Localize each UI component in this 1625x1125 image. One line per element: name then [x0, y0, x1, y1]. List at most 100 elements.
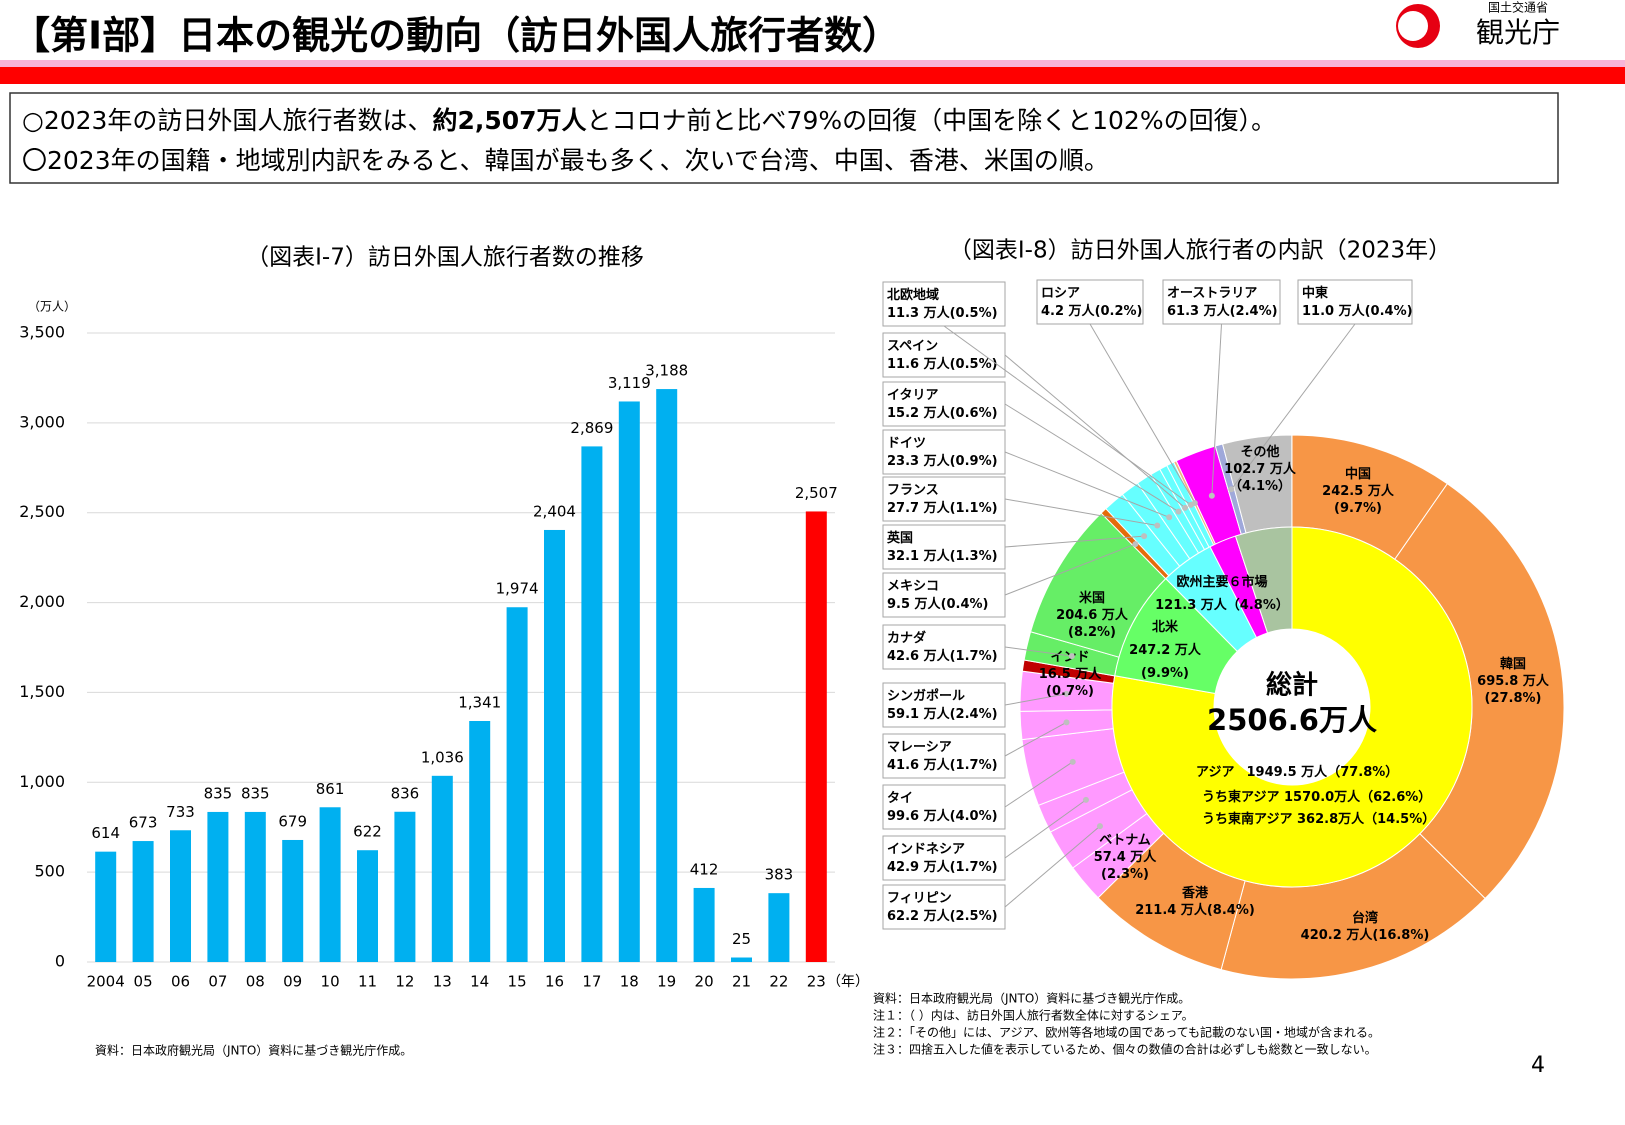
leader-line	[1211, 323, 1222, 496]
callout-name-part: ロシア	[1041, 286, 1080, 301]
callout-name: オーストラリア	[1167, 286, 1257, 301]
callout-value: 41.6 万人(1.7%)	[887, 757, 998, 773]
callout-value-part: 15.2 万人	[887, 405, 951, 421]
y-tick-label: 3,000	[19, 412, 65, 431]
segment-value: 204.6 万人	[1056, 607, 1129, 623]
leader-dot	[1182, 504, 1189, 511]
callout-value: 11.0 万人(0.4%)	[1302, 303, 1413, 319]
bar	[469, 721, 491, 962]
callout-name-part: インドネシア	[887, 842, 965, 857]
bar	[544, 529, 565, 962]
value-label: 2,869	[570, 419, 613, 437]
callout-value-part: 11.3 万人	[887, 305, 951, 321]
segment-name-part: 香港	[1181, 885, 1209, 901]
inner-label-part: 欧州主要６市場	[1176, 574, 1267, 590]
callout-name: フランス	[887, 483, 939, 498]
value-label: 383	[765, 866, 794, 884]
x-tick-label: 13	[433, 973, 452, 991]
x-unit: （年）	[827, 974, 869, 990]
x-tick-label: 22	[769, 973, 788, 991]
callout-name-part: 中東	[1302, 285, 1328, 301]
callout-value: 23.3 万人(0.9%)	[887, 453, 998, 469]
bar	[731, 957, 752, 962]
inner-label-part: (9.9%)	[1141, 666, 1189, 681]
y-tick-label: 0	[55, 952, 65, 971]
callout-box	[882, 524, 1006, 570]
callout-value-part: (1.7%)	[950, 860, 998, 875]
source-note: 注２：「その他」には、アジア、欧州等各地域の国であっても記載のない国・地域が含ま…	[873, 1025, 1380, 1040]
callout-value-part: 42.9 万人	[887, 859, 951, 875]
value-label: 733	[166, 803, 195, 821]
segment-name: 台湾	[1352, 910, 1378, 926]
callout-value-part: (2.5%)	[950, 909, 998, 924]
callout-name-part: 北欧地域	[887, 287, 939, 303]
value-label: 25	[732, 930, 751, 948]
value-label: 622	[353, 823, 382, 841]
callout-value-part: 27.7 万人	[887, 500, 951, 516]
leader-dot	[1191, 499, 1198, 506]
leader-dot	[1166, 514, 1173, 521]
callout-name: ドイツ	[887, 436, 926, 451]
bar	[656, 389, 678, 962]
callout-value-part: 59.1 万人	[887, 706, 951, 722]
summary-part: 〇2023年の国籍・地域別内訳をみると、韓国が最も多く、次いで台湾、中国、香港、…	[22, 146, 1109, 175]
callout-name: 英国	[886, 530, 913, 546]
leader-dot	[1208, 492, 1215, 499]
bar	[581, 446, 603, 962]
segment-share: (27.8%)	[1485, 691, 1542, 706]
segment-name-part: 台湾	[1352, 910, 1378, 926]
segment-value: 16.5 万人	[1039, 666, 1103, 682]
inner-label-part: （4.8%）	[1227, 597, 1289, 613]
inner-note: うち東アジア 1570.0万人（62.6%）	[1202, 789, 1431, 805]
segment-share-part: （4.1%）	[1229, 478, 1291, 494]
inner-label-share: （77.8%）	[1327, 764, 1398, 780]
total-label: 総計	[1266, 670, 1318, 701]
leader-dot	[1069, 758, 1076, 765]
leader-dot	[1096, 823, 1103, 830]
callout-name: インドネシア	[887, 842, 965, 857]
callout-name: 北欧地域	[887, 287, 939, 303]
bar	[244, 811, 266, 962]
segment-share: (9.7%)	[1334, 501, 1382, 516]
value-label: 3,188	[645, 362, 688, 380]
callout-value-part: (0.5%)	[950, 306, 998, 321]
callout-box	[882, 381, 1006, 427]
bar	[132, 841, 154, 962]
leader-line	[1004, 498, 1158, 527]
callout-value-part: 11.6 万人	[887, 356, 951, 372]
callout-value: 11.3 万人(0.5%)	[887, 305, 998, 321]
summary-part: ○2023年の訪日外国人旅行者数は、	[22, 106, 432, 135]
leader-line	[1004, 451, 1170, 518]
value-label: 835	[204, 784, 233, 802]
segment-value: 211.4 万人(8.4%)	[1135, 902, 1255, 918]
callout-name-part: ドイツ	[887, 436, 926, 451]
callout-name: スペイン	[887, 339, 938, 354]
logo-mark-inner	[1398, 11, 1428, 41]
x-tick-label: 21	[732, 973, 751, 991]
segment-value-part: 420.2 万人	[1301, 927, 1374, 943]
source-left: 資料：日本政府観光局（JNTO）資料に基づき観光庁作成。	[95, 1043, 412, 1058]
leader-line	[1004, 761, 1074, 808]
inner-label: アジア 1949.5 万人（77.8%）	[1196, 764, 1398, 780]
y-tick-label: 1,000	[19, 772, 65, 791]
leader-line	[943, 325, 1192, 506]
callout-value-part: (1.7%)	[950, 649, 998, 664]
segment-value-part: 16.5 万人	[1039, 666, 1103, 682]
header-bar	[0, 67, 1625, 84]
value-label: 835	[241, 784, 270, 802]
segment-share-part: (9.7%)	[1334, 501, 1382, 516]
callout-name-part: フィリピン	[887, 891, 952, 906]
value-label: 836	[391, 784, 420, 802]
inner-note: うち東南アジア 362.8万人（14.5%）	[1202, 811, 1435, 827]
callout-value: 11.6 万人(0.5%)	[887, 356, 998, 372]
callout-value: 99.6 万人(4.0%)	[887, 808, 998, 824]
callout-name: マレーシア	[887, 740, 952, 755]
source-note: 注３：四捨五入した値を表示しているため、個々の数値の合計は必ずしも総数と一致しな…	[873, 1042, 1377, 1057]
callout-box	[882, 733, 1006, 779]
value-label: 614	[91, 824, 120, 842]
segment-value-part: 204.6 万人	[1056, 607, 1129, 623]
segment-share: (0.7%)	[1046, 684, 1094, 699]
segment-value: 695.8 万人	[1477, 673, 1550, 689]
callout-value-part: (0.9%)	[950, 454, 998, 469]
segment-value-part: 242.5 万人	[1322, 483, 1395, 499]
